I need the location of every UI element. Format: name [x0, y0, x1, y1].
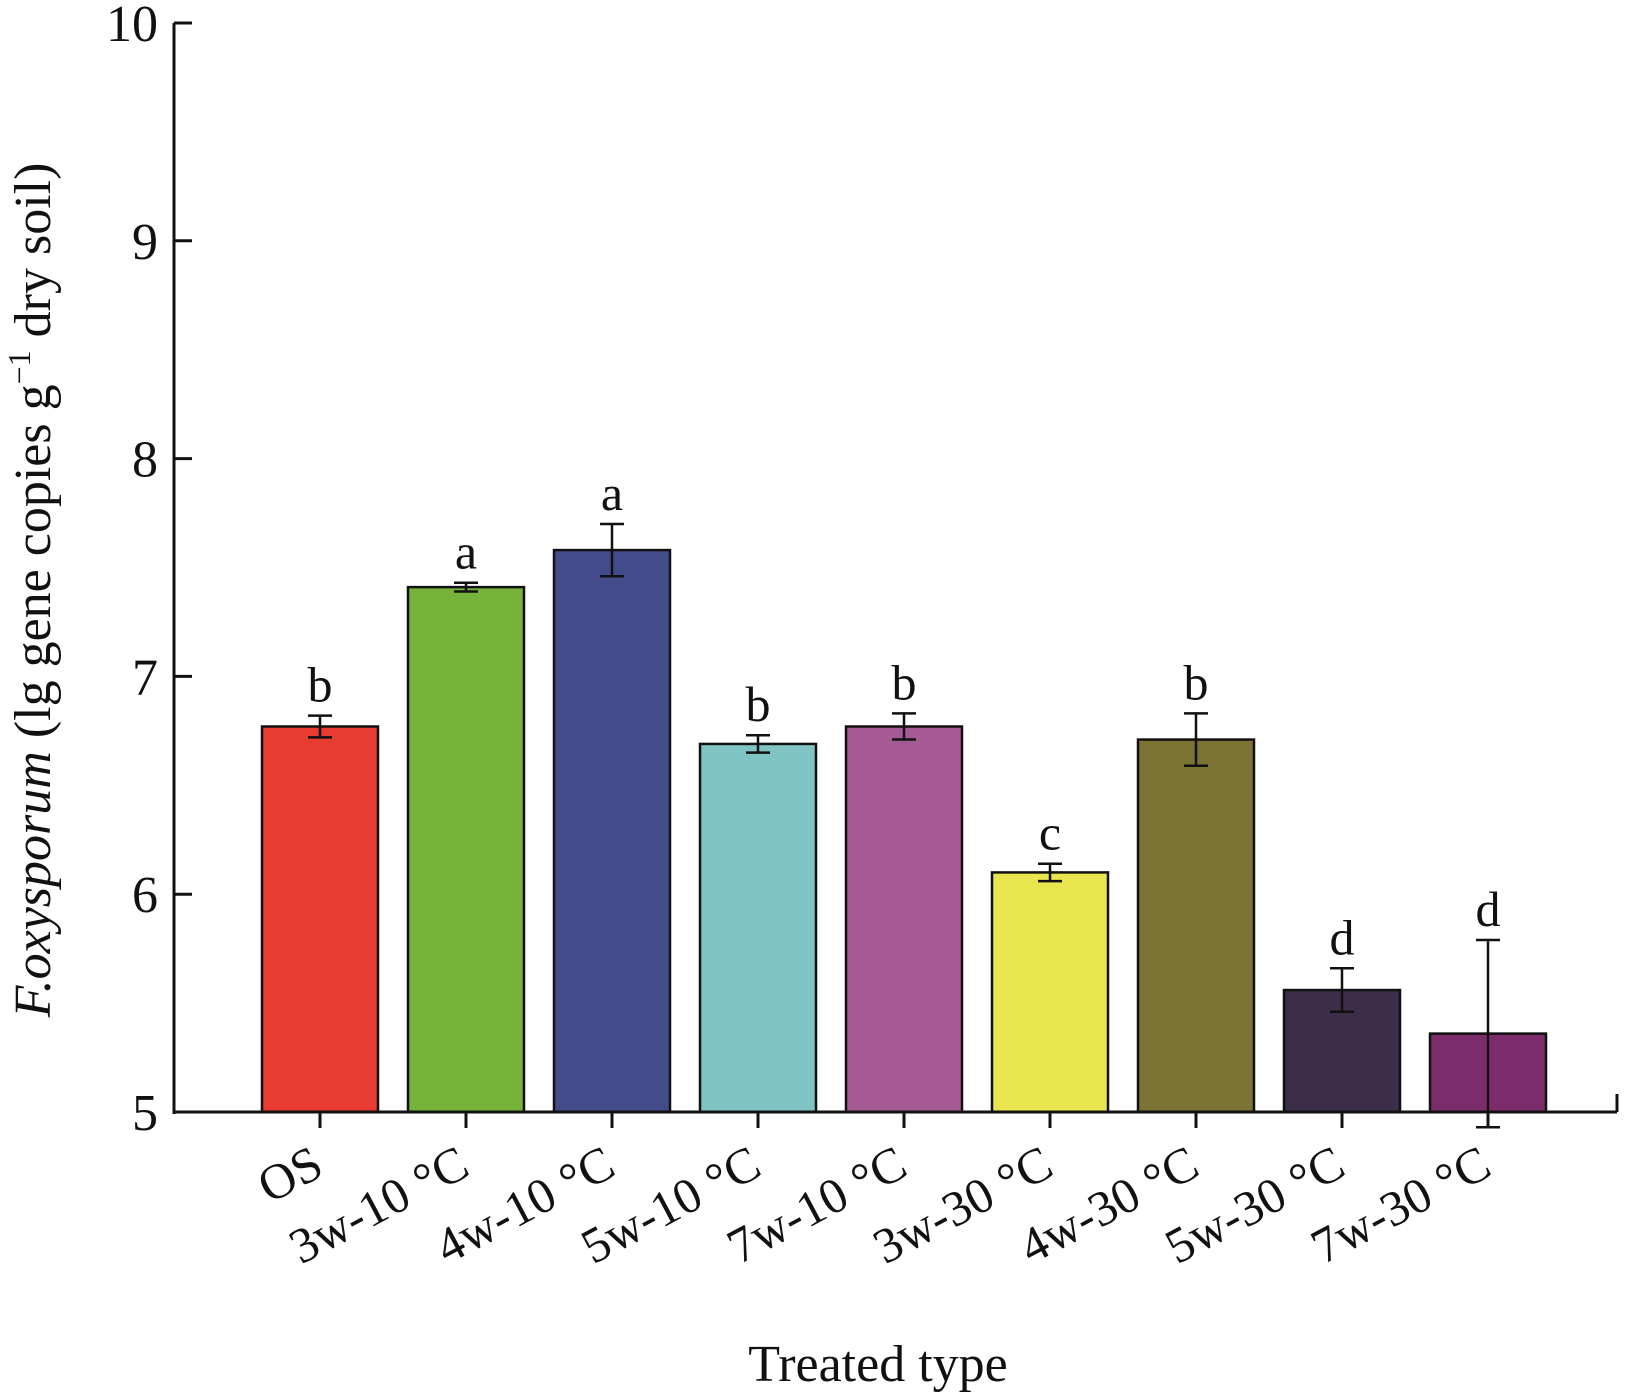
significance-label-1: a — [455, 524, 477, 580]
significance-label-2: a — [601, 465, 623, 521]
y-axis-title-unit-suffix: dry soil) — [5, 163, 62, 351]
significance-label-8: d — [1476, 881, 1501, 937]
x-tick-label-0: OS — [248, 1134, 331, 1213]
y-tick-label-4: 9 — [132, 214, 158, 271]
y-tick-label-2: 7 — [132, 649, 158, 706]
bar-5 — [990, 871, 1110, 1114]
y-tick-label-5: 10 — [106, 0, 158, 53]
x-axis-title: Treated type — [748, 1336, 1007, 1393]
bar-6 — [1136, 738, 1256, 1114]
y-axis-title-species: F.oxysporum — [5, 751, 62, 1018]
bar-0 — [260, 725, 380, 1114]
significance-label-7: d — [1330, 909, 1355, 965]
y-axis-title-unit-prefix: (lg gene copies g — [5, 384, 62, 751]
bar-3 — [698, 742, 818, 1114]
y-axis-title-unit-sup: −1 — [1, 350, 37, 384]
significance-label-3: b — [746, 676, 771, 732]
y-tick-label-1: 6 — [132, 867, 158, 924]
y-tick-label-0: 5 — [132, 1085, 158, 1142]
significance-label-0: b — [308, 657, 333, 713]
y-ticks: 5 6 7 8 9 10 — [106, 0, 192, 1142]
y-tick-label-3: 8 — [132, 432, 158, 489]
significance-label-5: c — [1039, 805, 1061, 861]
chart-axes — [172, 23, 1619, 1114]
y-axis-title: F.oxysporum (lg gene copies g−1 dry soil… — [1, 163, 62, 1019]
bar-4 — [844, 725, 964, 1114]
bar-2 — [552, 548, 672, 1114]
chart-marks: b a a b b c b d d — [260, 465, 1548, 1129]
significance-label-6: b — [1184, 654, 1209, 710]
bar-1 — [406, 585, 526, 1114]
significance-label-4: b — [892, 654, 917, 710]
